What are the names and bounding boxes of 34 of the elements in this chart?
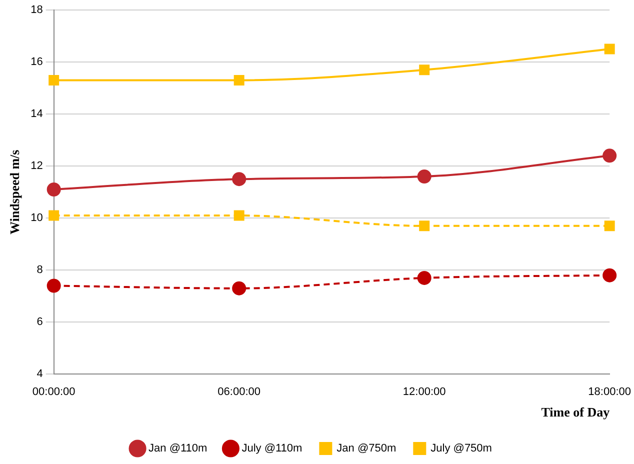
x-tick-label: 18:00:00 <box>588 386 632 398</box>
y-tick-label: 8 <box>36 264 43 276</box>
point <box>46 278 61 293</box>
point <box>604 44 615 54</box>
point <box>602 148 617 163</box>
point <box>417 270 432 285</box>
y-axis-title: Windspeed m/s <box>7 150 22 234</box>
y-tick-label: 14 <box>30 108 43 120</box>
legend-label: Jan @750m <box>336 442 396 455</box>
point <box>232 281 246 296</box>
point <box>419 64 430 76</box>
point <box>48 74 60 86</box>
x-axis-title: Time of Day <box>541 404 610 420</box>
point <box>604 220 615 232</box>
legend-label: July @110m <box>242 442 302 455</box>
x-tick-label: 00:00:00 <box>32 386 76 398</box>
y-tick-label: 18 <box>30 4 43 16</box>
x-tick-label: 06:00:00 <box>218 386 260 398</box>
legend-label: Jan @110m <box>148 442 208 455</box>
y-tick-label: 16 <box>30 56 43 68</box>
point <box>234 74 244 86</box>
y-tick-label: 6 <box>36 316 43 328</box>
x-tick-label: 12:00:00 <box>402 386 446 398</box>
point <box>419 220 430 232</box>
point <box>46 182 61 196</box>
point <box>417 169 432 184</box>
y-tick-label: 10 <box>30 212 43 224</box>
point <box>602 268 617 282</box>
y-tick-label: 12 <box>30 160 43 172</box>
legend-label: July @750m <box>430 442 492 455</box>
point <box>232 172 246 186</box>
point <box>48 210 60 221</box>
y-tick-label: 4 <box>36 368 43 380</box>
point <box>234 210 244 221</box>
